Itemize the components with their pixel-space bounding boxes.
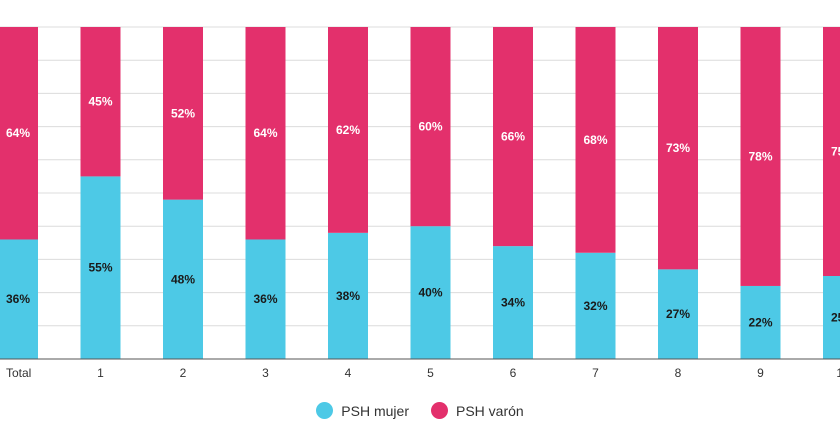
data-label-psh-var-n-total: 64%	[6, 126, 30, 140]
data-label-psh-mujer-3: 36%	[253, 292, 277, 306]
bar-psh-var-n-1	[80, 27, 121, 177]
data-label-psh-var-n-4: 62%	[336, 123, 360, 137]
bar-psh-mujer-4	[328, 232, 368, 359]
x-tick-label-4: 4	[345, 366, 352, 380]
bar-psh-mujer-8	[658, 269, 698, 359]
bar-psh-var-n-6	[493, 27, 533, 247]
legend-swatch-mujer	[316, 402, 334, 419]
data-label-psh-var-n-6: 66%	[501, 130, 525, 144]
data-label-psh-mujer-2: 48%	[171, 272, 195, 286]
bar-psh-mujer-3	[245, 239, 286, 359]
data-label-psh-mujer-1: 55%	[88, 261, 112, 275]
bar-psh-mujer-total	[0, 239, 38, 359]
data-label-psh-mujer-4: 38%	[336, 289, 360, 303]
data-label-psh-mujer-8: 27%	[666, 307, 690, 321]
bar-psh-var-n-10	[823, 27, 840, 276]
data-label-psh-mujer-5: 40%	[418, 286, 442, 300]
data-label-psh-var-n-5: 60%	[418, 120, 442, 134]
bar-psh-mujer-2	[163, 199, 203, 359]
bar-psh-var-n-5	[410, 27, 451, 227]
bar-psh-var-n-3	[245, 27, 286, 240]
bar-psh-var-n-2	[163, 27, 203, 200]
bar-psh-var-n-8	[658, 27, 698, 270]
data-label-psh-var-n-3: 64%	[253, 126, 277, 140]
data-label-psh-mujer-total: 36%	[6, 292, 30, 306]
legend-item-varon[interactable]: PSH varón	[430, 402, 524, 419]
data-label-psh-mujer-6: 34%	[501, 296, 525, 310]
bar-psh-mujer-1	[80, 176, 121, 359]
bar-psh-mujer-9	[740, 285, 781, 359]
data-label-psh-var-n-1: 45%	[88, 95, 112, 109]
data-label-psh-mujer-7: 32%	[583, 299, 607, 313]
data-label-psh-var-n-7: 68%	[583, 133, 607, 147]
legend-label-mujer: PSH mujer	[341, 402, 409, 419]
legend: PSH mujer PSH varón	[0, 402, 840, 419]
x-tick-label-total: Total	[6, 366, 31, 380]
x-tick-label-7: 7	[592, 366, 599, 380]
x-tick-label-8: 8	[675, 366, 682, 380]
bar-psh-mujer-10	[823, 276, 840, 359]
data-label-psh-var-n-2: 52%	[171, 106, 195, 120]
data-label-psh-var-n-9: 78%	[748, 149, 772, 163]
bar-psh-var-n-7	[575, 27, 616, 253]
x-tick-label-6: 6	[510, 366, 517, 380]
data-label-psh-mujer-10: 25%	[831, 311, 840, 325]
bar-psh-var-n-total	[0, 27, 38, 240]
x-tick-label-5: 5	[427, 366, 434, 380]
bar-psh-mujer-5	[410, 226, 451, 359]
x-tick-label-10: 10	[836, 366, 840, 380]
data-label-psh-var-n-8: 73%	[666, 141, 690, 155]
bar-psh-mujer-6	[493, 246, 533, 359]
data-label-psh-mujer-9: 22%	[748, 315, 772, 329]
x-tick-label-2: 2	[180, 366, 187, 380]
x-tick-label-9: 9	[757, 366, 764, 380]
legend-swatch-varon	[430, 402, 448, 419]
bar-psh-mujer-7	[575, 252, 616, 359]
bar-psh-var-n-4	[328, 27, 368, 233]
x-tick-label-1: 1	[97, 366, 104, 380]
legend-item-mujer[interactable]: PSH mujer	[316, 402, 409, 419]
x-tick-label-3: 3	[262, 366, 269, 380]
bar-psh-var-n-9	[740, 27, 781, 286]
data-label-psh-var-n-10: 75%	[831, 145, 840, 159]
legend-label-varon: PSH varón	[455, 402, 524, 419]
